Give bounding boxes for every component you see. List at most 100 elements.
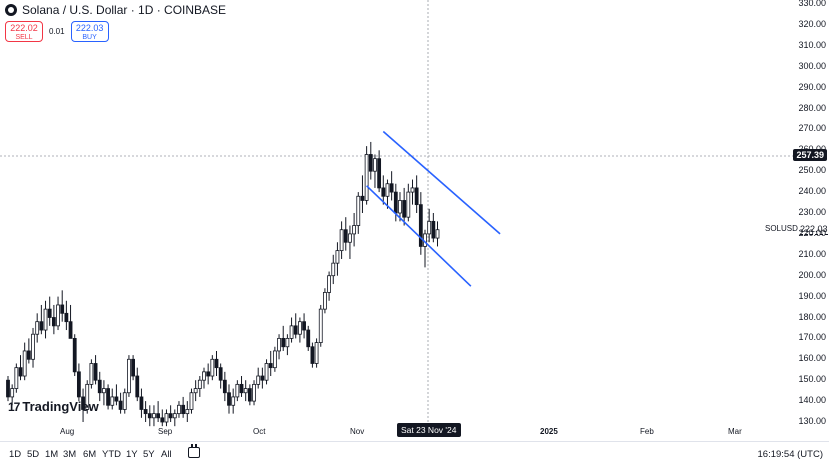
candle-body [35,321,40,335]
trade-panel: 222.02 SELL 0.01 222.03 BUY [5,21,109,42]
channel-layer [366,130,501,287]
candle-body [218,367,223,381]
candle-body [114,396,119,402]
candle-body [231,396,236,406]
candle-body [414,187,419,206]
candle-body [327,275,331,293]
candle-body [373,158,377,172]
timeframe-all[interactable]: All [161,449,172,460]
candle-body [297,321,302,335]
candle-body [281,337,286,348]
timeframe-3m[interactable]: 3M [63,449,77,460]
candle-body [51,317,56,327]
candle-body [214,358,219,369]
channel-line-lower[interactable] [366,185,472,287]
candle-body [339,229,344,252]
candle-body [256,375,261,385]
tradingview-logo[interactable]: 17 TradingView [8,399,99,414]
candle-body [89,363,94,385]
candle-body [97,379,102,394]
buy-button[interactable]: 222.03 BUY [70,21,109,42]
price-tick-label: 310.00 [798,39,826,50]
candle-body [64,312,69,323]
candle-body [185,409,190,415]
candle-body [122,392,127,410]
timeframe-1m[interactable]: 1M [45,449,59,460]
timeframe-ytd[interactable]: YTD [102,449,121,460]
candle-body [72,337,77,373]
candle-body [106,388,110,406]
timeframe-5y[interactable]: 5Y [143,449,155,460]
candle-body [293,325,298,335]
candle-body [402,200,407,218]
buy-label: BUY [82,34,97,41]
candle-body [431,220,436,239]
symbol-title[interactable]: Solana / U.S. Dollar · 1D · COINBASE [22,3,227,17]
candle-body [68,321,73,339]
price-tick-label: 200.00 [798,269,826,280]
candle-body [222,379,227,394]
candle-body [364,154,369,201]
candle-body [152,413,156,419]
timeframe-1y[interactable]: 1Y [126,449,138,460]
candle-body [193,388,198,394]
price-tick-label: 290.00 [798,81,826,92]
calendar-icon[interactable] [188,444,200,458]
candle-body [331,262,336,277]
last-price-badge: 257.39 [793,149,827,161]
price-tick-label: 280.00 [798,102,826,113]
candle-body [235,383,240,398]
candle-body [131,358,136,377]
bottom-toolbar: 1D 5D 1M 3M 6M YTD 1Y 5Y All 16:19:54 (UTC) [0,441,829,467]
ticker-symbol: SOLUSD [765,224,798,233]
price-tick-label: 230.00 [798,207,826,217]
channel-line-upper[interactable] [382,130,501,235]
candle-body [306,329,311,348]
price-tick-label: 220.00 [798,227,826,238]
chart-header: Solana / U.S. Dollar · 1D · COINBASE [5,3,226,17]
price-chart[interactable] [0,0,829,441]
candle-body [10,388,15,398]
candle-body [314,342,319,364]
candle-body [272,350,277,369]
candle-body [243,388,248,394]
sell-button[interactable]: 222.02 SELL [5,21,43,42]
candle-body [302,321,306,331]
tradingview-logo-icon: 17 [8,399,20,414]
candle-body [127,358,131,394]
logo-text: TradingView [22,399,99,414]
ticker-price: 222.03 [800,224,828,235]
candle-body [22,350,27,377]
candle-body [264,363,269,381]
price-tick-label: 330.00 [798,0,826,8]
price-tick-label: 170.00 [798,332,826,343]
timeframe-6m[interactable]: 6M [83,449,97,460]
candles-layer [6,141,440,427]
candle-body [206,371,211,377]
price-tick-label: 160.00 [798,353,826,364]
candle-body [352,225,357,235]
candle-body [181,404,186,415]
timeframe-5d[interactable]: 5D [27,449,40,460]
candle-body [168,413,173,419]
candle-body [202,371,206,381]
candle-body [252,383,256,402]
candle-body [135,375,140,398]
price-tick-label: 240.00 [798,186,826,197]
candle-body [160,417,165,423]
utc-clock[interactable]: 16:19:54 (UTC) [757,449,823,460]
time-tick-label: 2025 [540,427,558,436]
candle-body [381,187,386,197]
timeframe-1d[interactable]: 1D [9,449,22,460]
price-tick-label: 210.00 [798,248,826,259]
time-tick-label: Nov [350,427,365,436]
candle-body [93,363,98,381]
candle-body [164,413,169,423]
candle-body [406,191,411,218]
time-tick-label: Feb [640,427,654,436]
candle-body [393,191,398,214]
sell-label: SELL [15,34,33,41]
candle-body [177,404,181,415]
price-tick-label: 190.00 [798,290,826,301]
spread-value: 0.01 [49,27,65,36]
